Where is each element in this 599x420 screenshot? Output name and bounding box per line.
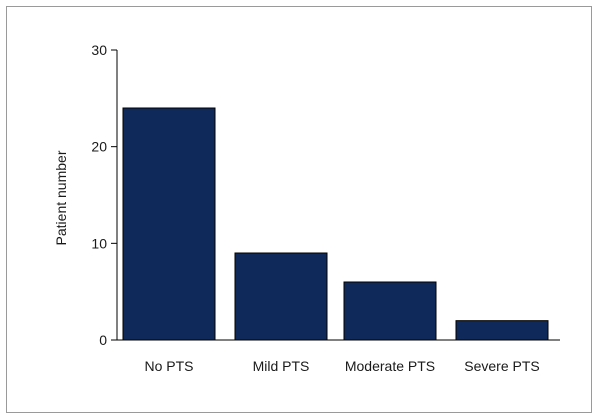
- x-tick-label: No PTS: [144, 358, 193, 374]
- y-ticks-group: 0 10 20 30: [91, 42, 117, 348]
- x-tick-label: Mild PTS: [253, 358, 310, 374]
- bar-moderate-pts: [343, 281, 437, 341]
- axes-group: [116, 50, 560, 341]
- bar-severe-pts: [455, 320, 549, 341]
- y-tick-label: 0: [99, 332, 107, 348]
- y-tick-label: 20: [91, 139, 107, 155]
- x-tick-label: Severe PTS: [464, 358, 539, 374]
- bar-mild-pts: [234, 252, 328, 341]
- y-tick-label: 10: [91, 235, 107, 251]
- y-axis-label: Patient number: [53, 150, 69, 245]
- x-labels-group: No PTS Mild PTS Moderate PTS Severe PTS: [144, 358, 539, 374]
- bar-no-pts: [122, 107, 216, 341]
- bars-group: [122, 107, 549, 341]
- y-tick-label: 30: [91, 42, 107, 58]
- x-tick-label: Moderate PTS: [345, 358, 435, 374]
- chart-frame: [6, 6, 592, 413]
